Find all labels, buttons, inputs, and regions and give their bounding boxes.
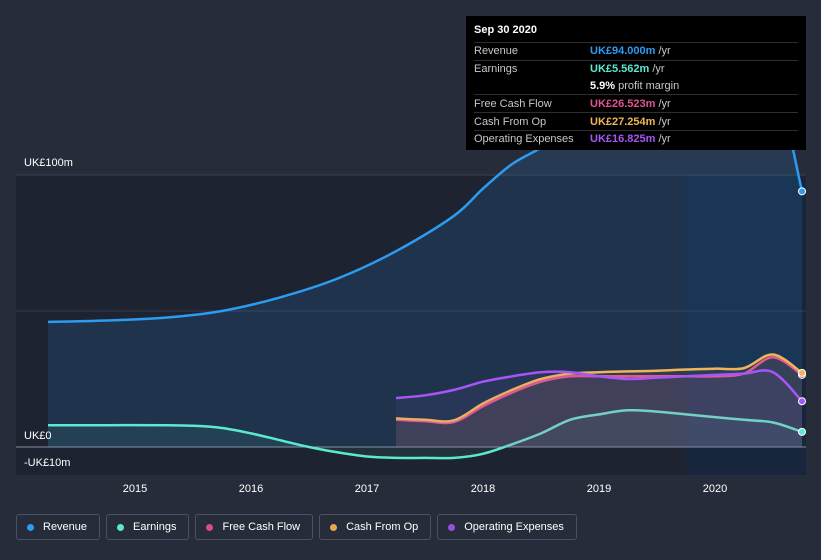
legend-label: Operating Expenses [464, 521, 564, 533]
tooltip-row-value: UK£26.523m [590, 97, 656, 110]
operating-expenses-line [395, 369, 803, 403]
tooltip-row: Cash From Op UK£27.254m/yr [474, 112, 798, 130]
legend-dot-icon [117, 523, 125, 531]
legend-dot-icon [206, 523, 214, 531]
legend-label: Revenue [43, 521, 88, 533]
x-axis-ticks: 2015 2016 2017 2018 2019 2020 [123, 483, 727, 495]
tooltip-row: 5.9% profit margin [474, 78, 798, 95]
legend-item-cash-from-op[interactable]: Cash From Op [319, 514, 432, 540]
earnings-line [47, 408, 803, 460]
legend-item-operating-expenses[interactable]: Operating Expenses [437, 514, 577, 540]
x-tick-label: 2016 [239, 483, 263, 495]
tooltip-row-unit: /yr [658, 45, 671, 58]
tooltip-row: Free Cash Flow UK£26.523m/yr [474, 94, 798, 112]
legend-label: Free Cash Flow [222, 521, 301, 533]
tooltip-rows: Revenue UK£94.000m/yr Earnings UK£5.562m/yr… [474, 42, 798, 148]
legend-item-earnings[interactable]: Earnings [106, 514, 190, 540]
tooltip-row-unit: profit margin [618, 79, 680, 92]
revenue-area [48, 67, 802, 448]
tooltip-row-label: Cash From Op [474, 115, 547, 128]
legend-item-free-cash-flow[interactable]: Free Cash Flow [195, 514, 314, 540]
cash-from-op-area [396, 354, 802, 447]
tooltip-date: Sep 30 2020 [474, 24, 537, 36]
marker-layer [798, 187, 806, 436]
cash-from-op-line [395, 353, 803, 423]
tooltip-row-unit: /yr [658, 133, 671, 146]
earnings-end-marker [798, 427, 806, 436]
cash-from-op-end-marker [798, 368, 806, 377]
tooltip-row: Revenue UK£94.000m/yr [474, 42, 798, 60]
operating-expenses-end-marker [798, 397, 806, 406]
x-tick-label: 2019 [587, 483, 611, 495]
tooltip-row: Earnings UK£5.562m/yr [474, 59, 798, 78]
revenue-end-marker [798, 187, 806, 196]
y-tick-label-zero: UK£0 [24, 430, 52, 442]
tooltip-row-value: UK£16.825m [590, 133, 656, 146]
operating-expenses-area [396, 370, 802, 447]
legend: Revenue Earnings Free Cash Flow Cash From O… [16, 514, 577, 542]
legend-label: Earnings [133, 521, 177, 533]
tooltip-row-value: UK£94.000m [590, 45, 656, 58]
tooltip-row-value: 5.9% [590, 79, 616, 92]
tooltip-row-label: Earnings [474, 63, 518, 76]
x-tick-label: 2020 [703, 483, 727, 495]
tooltip-row: Operating Expenses UK£16.825m/yr [474, 129, 798, 148]
legend-label: Cash From Op [346, 521, 419, 533]
x-tick-label: 2017 [355, 483, 379, 495]
y-tick-label-bottom: -UK£10m [24, 457, 70, 469]
legend-item-revenue[interactable]: Revenue [16, 514, 101, 540]
x-tick-label: 2015 [123, 483, 147, 495]
y-tick-label-top: UK£100m [24, 157, 73, 169]
free-cash-flow-area [396, 357, 802, 447]
tooltip-row-label: Free Cash Flow [474, 97, 552, 110]
tooltip-panel: Sep 30 2020 Revenue UK£94.000m/yr Earnings… [466, 16, 806, 150]
x-tick-label: 2018 [471, 483, 495, 495]
tooltip-row-value: UK£5.562m [590, 63, 650, 76]
tooltip-row-unit: /yr [658, 115, 671, 128]
tooltip-row-unit: /yr [658, 97, 671, 110]
earnings-area [48, 410, 802, 459]
legend-dot-icon [330, 523, 338, 531]
tooltip-row-label: Operating Expenses [474, 133, 574, 146]
legend-dot-icon [448, 523, 456, 531]
tooltip-row-label: Revenue [474, 45, 519, 58]
legend-dot-icon [27, 523, 34, 531]
tooltip-row-value: UK£27.254m [590, 115, 656, 128]
tooltip-row-unit: /yr [652, 63, 665, 76]
